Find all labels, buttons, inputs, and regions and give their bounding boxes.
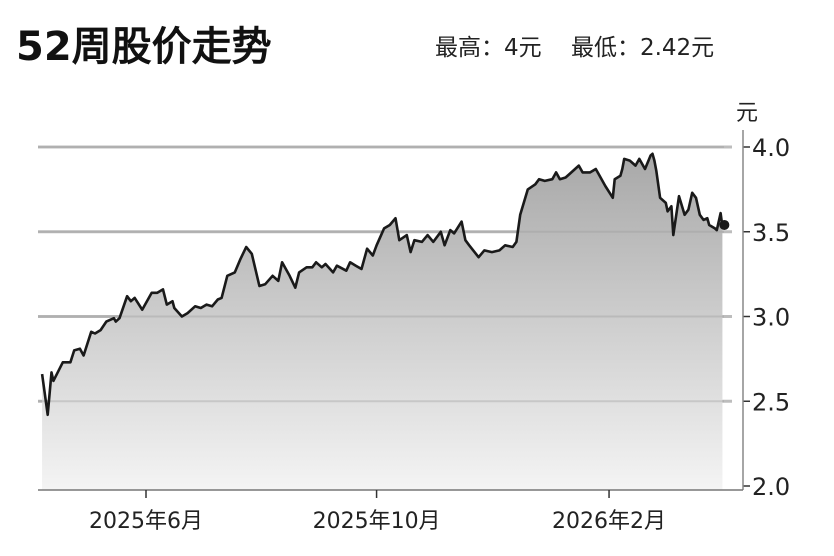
y-axis-unit: 元 [736,101,758,126]
x-tick-label: 2026年2月 [552,509,666,534]
low-price-label: 最低：2.42元 [570,35,715,61]
price-range-summary: 最高：4元 最低：2.42元 [435,28,736,62]
chart-title: 52周股价走势 [16,24,272,70]
y-tick-label: 3.5 [752,219,790,247]
price-line [40,152,724,417]
y-tick-label: 3.0 [752,304,790,332]
y-tick-label: 2.5 [752,388,790,416]
y-tick-label: 4.0 [752,134,790,162]
y-tick-label: 2.0 [752,473,790,501]
last-price-dot [719,219,730,230]
x-tick-label: 2025年10月 [313,509,441,534]
high-price-label: 最高：4元 [435,35,542,61]
x-tick-label: 2025年6月 [89,509,203,534]
price-area [42,153,723,491]
